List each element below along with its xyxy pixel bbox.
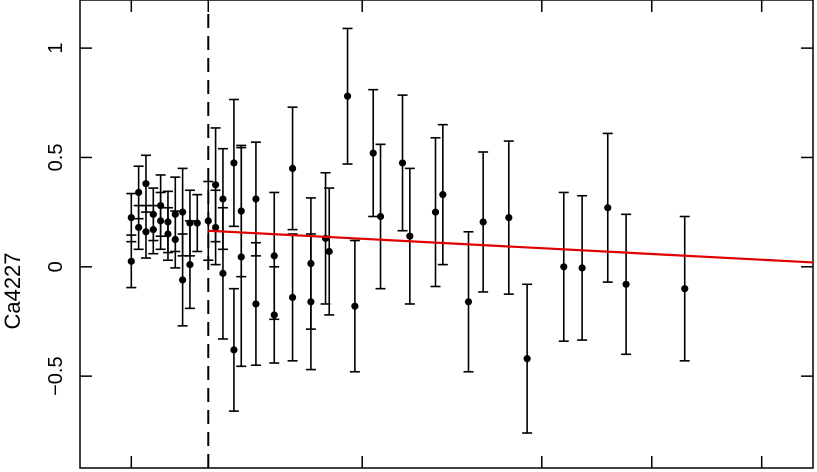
- data-point: [325, 247, 333, 256]
- data-point: [270, 311, 278, 319]
- data-point: [142, 180, 150, 188]
- data-point: [171, 235, 179, 244]
- data-point: [149, 226, 157, 234]
- data-point: [604, 204, 612, 212]
- data-point: [351, 302, 359, 310]
- y-tick-label: 0.5: [45, 144, 67, 172]
- data-point: [431, 208, 440, 216]
- data-point: [186, 261, 194, 269]
- data-point: [179, 276, 187, 284]
- data-point: [127, 257, 135, 265]
- data-point: [505, 213, 513, 222]
- data-point: [523, 355, 531, 363]
- data-point: [204, 217, 212, 225]
- data-point: [157, 217, 165, 225]
- data-point: [681, 285, 689, 293]
- data-point: [270, 252, 278, 260]
- data-point: [193, 219, 201, 227]
- y-tick-label: −0.5: [45, 356, 67, 395]
- y-tick-label: 0: [45, 261, 67, 272]
- data-point: [479, 218, 487, 226]
- data-point: [252, 300, 260, 308]
- data-point: [237, 253, 245, 261]
- data-point: [343, 92, 352, 100]
- y-axis: −0.5 0 0.5 1: [45, 43, 813, 396]
- data-point: [252, 195, 260, 203]
- y-tick-label: 1: [45, 43, 67, 54]
- data-point: [398, 159, 407, 167]
- data-point: [142, 228, 150, 236]
- fit-line: [208, 229, 814, 264]
- data-point: [179, 208, 187, 216]
- plot-frame: [79, 0, 814, 469]
- data-points: [126, 27, 690, 434]
- data-point: [127, 213, 135, 222]
- data-point: [578, 264, 586, 272]
- data-point: [230, 159, 238, 167]
- data-point: [464, 298, 473, 306]
- data-point: [135, 223, 143, 232]
- data-point: [219, 195, 227, 203]
- data-point: [406, 232, 414, 240]
- data-point: [560, 263, 568, 271]
- data-point: [219, 269, 227, 277]
- data-point: [288, 164, 297, 172]
- data-point: [288, 293, 297, 302]
- data-point: [622, 280, 630, 288]
- data-point: [376, 212, 385, 221]
- x-axis: [130, 0, 763, 468]
- data-point: [439, 191, 447, 199]
- y-axis-label: Ca4227: [0, 252, 25, 329]
- data-point: [164, 230, 172, 238]
- data-point: [307, 298, 315, 306]
- data-point: [212, 181, 220, 189]
- data-point: [186, 219, 194, 227]
- data-point: [135, 188, 143, 197]
- data-point: [369, 149, 377, 157]
- data-point: [230, 346, 238, 354]
